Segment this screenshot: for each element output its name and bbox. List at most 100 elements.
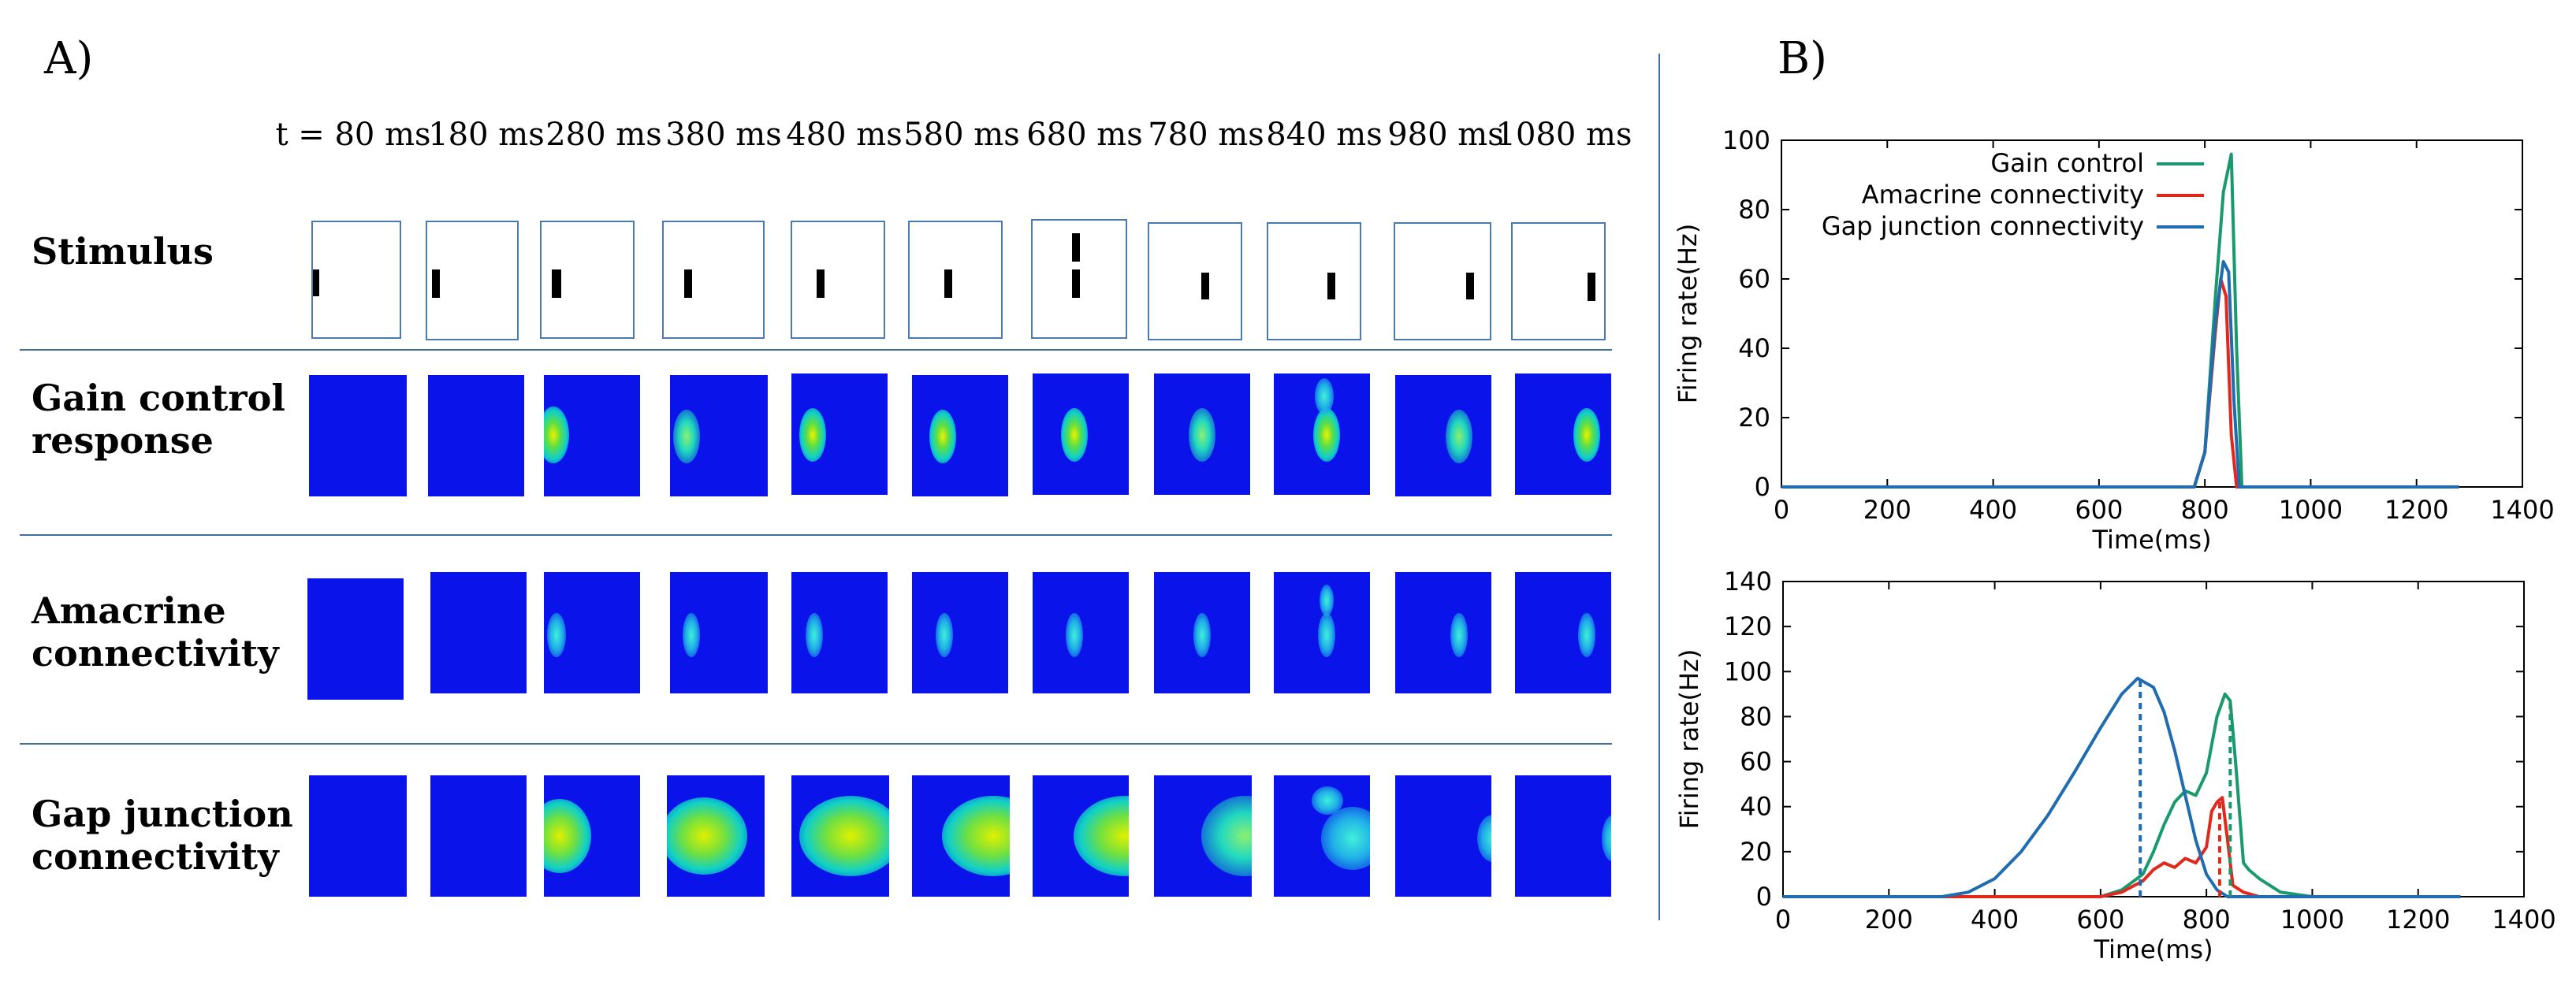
activation-blob (683, 613, 700, 657)
activation-blob (673, 410, 700, 463)
activation-blob (1573, 408, 1600, 462)
stimulus-bar (1588, 273, 1595, 301)
panel-a-label: A) (44, 33, 94, 84)
y-tick-label: 40 (1740, 792, 1772, 822)
stimulus-bar (1201, 273, 1209, 299)
panel-b-label: B) (1778, 33, 1827, 84)
heatmap-frame (670, 375, 768, 496)
activation-blob (1313, 408, 1340, 462)
heatmap-frame (1033, 775, 1129, 897)
activation-blob (544, 407, 569, 463)
row-label-line: Gap junction (32, 793, 293, 835)
y-tick-label: 100 (1724, 656, 1772, 686)
series-line (1783, 796, 2461, 898)
x-tick-label: 1000 (2279, 495, 2343, 525)
time-label: 480 ms (786, 117, 903, 153)
heatmap-frame (1274, 373, 1370, 495)
time-label: t = 80 ms (275, 117, 431, 153)
heatmap-frame (1033, 572, 1129, 693)
activation-blob (1066, 613, 1083, 657)
activation-blob (1450, 613, 1468, 657)
activation-blob (936, 613, 953, 657)
series-line (1781, 260, 2459, 489)
row-label-line: connectivity (32, 632, 279, 674)
row-label-gap-junction: Gap junction connectivity (32, 793, 293, 878)
series-line (1783, 692, 2461, 898)
y-tick-label: 60 (1738, 264, 1770, 294)
series-line (1783, 676, 2461, 898)
row-separator (20, 743, 1612, 745)
stimulus-frame (662, 221, 765, 339)
x-tick-label: 400 (1969, 495, 2017, 525)
heatmap-frame (307, 578, 404, 700)
y-tick-label: 100 (1722, 125, 1770, 155)
y-tick-label: 0 (1755, 472, 1770, 502)
stimulus-frame (311, 221, 401, 339)
y-tick-label: 40 (1738, 333, 1770, 363)
row-separator (20, 349, 1612, 351)
stimulus-bar (1327, 273, 1335, 299)
legend-label: Gain control (1990, 148, 2144, 178)
heatmap-frame (1274, 775, 1370, 897)
activation-blob (1477, 815, 1491, 862)
x-tick-label: 1000 (2280, 905, 2344, 935)
stimulus-bar (684, 269, 692, 298)
heatmap-frame (1395, 775, 1491, 897)
stimulus-bar (1072, 269, 1080, 298)
heatmap-frame (1395, 572, 1491, 693)
stimulus-bar (432, 269, 440, 298)
heatmap-frame (1515, 373, 1611, 495)
heatmap-frame (791, 572, 888, 693)
heatmap-frame (544, 572, 640, 693)
y-axis-label: Firing rate(Hz) (1674, 649, 1704, 830)
heatmap-frame (309, 375, 407, 496)
stimulus-frame (426, 221, 519, 340)
heatmap-frame (428, 375, 524, 496)
stimulus-bar (817, 269, 825, 298)
heatmap-frame (1515, 572, 1611, 693)
row-label-amacrine: Amacrine connectivity (32, 589, 279, 674)
heatmap-frame (912, 775, 1010, 897)
heatmap-frame (430, 572, 527, 693)
row-separator (20, 534, 1612, 536)
activation-blob (1321, 807, 1370, 870)
y-tick-label: 120 (1724, 611, 1772, 641)
row-label-line: connectivity (32, 835, 279, 878)
time-label: 780 ms (1148, 117, 1264, 153)
activation-blob (1318, 613, 1335, 657)
activation-blob (799, 408, 826, 462)
activation-blob (1312, 786, 1343, 815)
row-label-line: Gain control (32, 377, 285, 419)
y-tick-label: 80 (1738, 195, 1770, 225)
time-label: 380 ms (665, 117, 782, 153)
plot-frame (1782, 581, 2525, 897)
stimulus-frame (1267, 222, 1361, 340)
activation-blob (806, 613, 823, 657)
row-label-gain-control: Gain control response (32, 377, 285, 462)
stimulus-bar (1072, 233, 1080, 262)
stimulus-frame (791, 221, 885, 339)
x-tick-label: 600 (2076, 905, 2124, 935)
chart-bottom: 0 200 400 600 800 1000 1200 1400 0 20 40 60 80 100 120… (1674, 567, 2556, 964)
x-axis-label: Time(ms) (2093, 935, 2213, 964)
activation-blob (1315, 378, 1334, 414)
heatmap-frame (1033, 373, 1129, 495)
x-axis-label: Time(ms) (2091, 525, 2211, 555)
heatmap-frame (430, 775, 527, 897)
heatmap-frame (791, 775, 889, 897)
x-tick-label: 600 (2075, 495, 2123, 525)
heatmap-frame (667, 775, 765, 897)
y-tick-label: 60 (1740, 747, 1772, 777)
row-label-stimulus: Stimulus (32, 230, 214, 273)
activation-blob (667, 797, 747, 875)
series-line (1781, 277, 2459, 489)
x-tick-label: 400 (1971, 905, 2019, 935)
row-label-line: response (32, 419, 214, 462)
y-tick-label: 140 (1724, 567, 1772, 596)
heatmap-frame (544, 775, 640, 897)
y-tick-label: 20 (1738, 403, 1770, 433)
stimulus-frame (1148, 222, 1242, 340)
stimulus-bar (1466, 273, 1474, 299)
heatmap-frame (309, 775, 407, 897)
